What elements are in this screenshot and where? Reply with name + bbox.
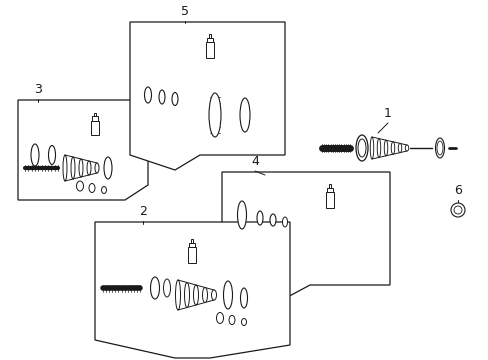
Ellipse shape [79, 159, 83, 177]
Text: 2: 2 [139, 205, 146, 218]
Polygon shape [18, 100, 148, 200]
Ellipse shape [175, 280, 180, 310]
Ellipse shape [163, 279, 170, 297]
Ellipse shape [31, 144, 39, 166]
Ellipse shape [102, 186, 106, 194]
Bar [92, 116, 98, 121]
Ellipse shape [87, 161, 91, 175]
Polygon shape [130, 22, 285, 170]
Bar [207, 38, 212, 42]
Bar [94, 113, 96, 116]
Text: 1: 1 [383, 107, 391, 120]
Ellipse shape [228, 315, 235, 324]
Ellipse shape [89, 184, 95, 193]
Ellipse shape [240, 288, 247, 308]
Bar [208, 34, 211, 38]
Ellipse shape [397, 143, 401, 153]
Ellipse shape [202, 288, 207, 302]
Ellipse shape [390, 142, 394, 154]
Polygon shape [222, 172, 389, 300]
Bar [190, 239, 193, 243]
Ellipse shape [376, 139, 380, 157]
Circle shape [450, 203, 464, 217]
Ellipse shape [357, 139, 365, 157]
Text: 3: 3 [34, 83, 42, 96]
Bar [91, 121, 99, 135]
Ellipse shape [63, 155, 67, 181]
Ellipse shape [436, 141, 442, 155]
Ellipse shape [104, 157, 112, 179]
Ellipse shape [369, 137, 373, 159]
Ellipse shape [172, 93, 178, 105]
Polygon shape [95, 222, 289, 358]
Ellipse shape [71, 157, 75, 179]
Ellipse shape [282, 217, 287, 227]
Ellipse shape [184, 283, 189, 307]
Ellipse shape [159, 90, 164, 104]
Ellipse shape [216, 312, 223, 324]
Ellipse shape [223, 281, 232, 309]
Text: 4: 4 [250, 155, 259, 168]
Bar [206, 42, 213, 58]
Ellipse shape [384, 140, 387, 156]
Ellipse shape [269, 214, 275, 226]
Ellipse shape [240, 98, 249, 132]
Ellipse shape [208, 93, 221, 137]
Ellipse shape [150, 277, 159, 299]
Ellipse shape [211, 290, 216, 300]
Ellipse shape [237, 201, 246, 229]
Ellipse shape [405, 145, 408, 151]
Ellipse shape [355, 135, 367, 161]
Bar [326, 188, 332, 192]
Bar [189, 243, 194, 247]
Bar [188, 247, 195, 262]
Circle shape [453, 206, 461, 214]
Text: 6: 6 [453, 184, 461, 197]
Bar [328, 184, 330, 188]
Text: 5: 5 [181, 5, 189, 18]
Ellipse shape [76, 181, 83, 191]
Ellipse shape [241, 319, 246, 325]
Ellipse shape [144, 87, 151, 103]
Bar [325, 192, 333, 208]
Ellipse shape [95, 163, 99, 173]
Ellipse shape [193, 285, 198, 305]
Ellipse shape [48, 145, 55, 165]
Ellipse shape [435, 138, 444, 158]
Ellipse shape [257, 211, 263, 225]
